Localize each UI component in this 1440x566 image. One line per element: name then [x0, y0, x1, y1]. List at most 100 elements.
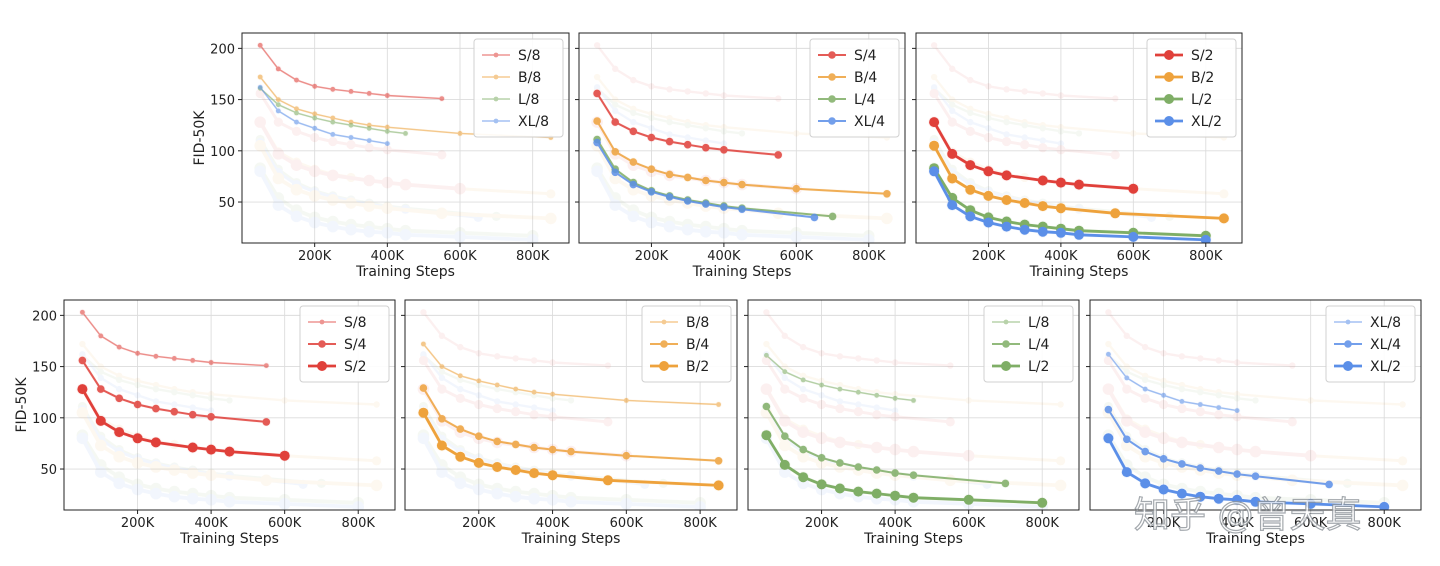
legend-marker — [1001, 361, 1011, 371]
line-B-8 — [422, 343, 719, 406]
legend-label: XL/4 — [1370, 337, 1401, 353]
ghost-point — [694, 497, 706, 509]
ghost-point — [591, 162, 603, 175]
ghost-point — [492, 403, 502, 414]
ghost-point — [454, 182, 466, 195]
ghost-point — [278, 498, 291, 510]
ghost-point — [545, 212, 557, 225]
ghost-point — [526, 234, 539, 243]
ghost-point — [308, 190, 321, 202]
point-L-8 — [911, 398, 916, 403]
ghost-point — [188, 466, 198, 476]
ghost-point — [454, 231, 466, 243]
ghost-point — [620, 498, 633, 510]
ghost-point — [1110, 150, 1120, 160]
point-XL-2 — [1140, 478, 1151, 489]
ghost-point — [381, 226, 394, 239]
point-L-2 — [890, 490, 901, 501]
ghost-point — [694, 501, 706, 510]
legend-marker — [1344, 340, 1352, 348]
x-axis-label: Training Steps — [1029, 264, 1129, 280]
ghost-point — [454, 226, 466, 239]
ghost-point — [603, 417, 613, 427]
point-XL-8 — [1161, 392, 1166, 398]
point-S-2 — [279, 450, 290, 461]
ghost-line-S/2 — [764, 388, 969, 458]
ghost-point — [890, 444, 900, 455]
legend-item-XL-4 — [818, 117, 846, 125]
point-B-4 — [611, 148, 619, 156]
point-B-2 — [1001, 195, 1012, 205]
ghost-line-L/2 — [258, 167, 533, 238]
ghost-point — [702, 137, 709, 144]
point-B-4 — [567, 447, 575, 456]
point-S-4 — [262, 418, 271, 426]
ghost-line-XL/8 — [596, 86, 725, 145]
axes-frame — [578, 32, 906, 244]
legend-item-B-2 — [1155, 72, 1183, 82]
point-XL-2 — [965, 211, 976, 222]
legend-item-S-2 — [308, 361, 336, 371]
ghost-point — [1039, 125, 1046, 132]
legend-marker — [1164, 94, 1174, 104]
point-B-8 — [494, 382, 500, 388]
point-B-8 — [294, 106, 299, 112]
ghost-point — [720, 92, 728, 99]
point-XL-2 — [1103, 433, 1114, 444]
ghost-point — [1158, 431, 1169, 441]
ghost-point — [593, 73, 601, 81]
ghost-point — [436, 466, 448, 478]
legend-label: B/8 — [518, 70, 541, 86]
point-L-4 — [891, 469, 899, 477]
ghost-point — [291, 180, 302, 190]
point-S-8 — [263, 363, 269, 368]
legend-item-XL-4 — [1334, 340, 1362, 348]
ghost-point — [1130, 130, 1137, 137]
ghost-point — [272, 148, 285, 160]
ghost-point — [663, 215, 676, 228]
ghost-point — [363, 225, 375, 238]
ghost-point — [645, 216, 658, 229]
ghost-point — [793, 130, 800, 137]
ghost-point — [113, 471, 125, 484]
ghost-point — [549, 395, 556, 402]
point-B-8 — [330, 115, 336, 121]
ghost-point — [1158, 399, 1169, 410]
ghost-point — [381, 202, 394, 214]
chart-panel-2: 200K 400K 600K 800K Training Steps S/4 B/4 L/4 X… — [575, 32, 906, 280]
legend-item-S-8 — [482, 52, 510, 58]
point-S-4 — [115, 394, 123, 403]
point-B-4 — [665, 170, 674, 179]
point-S-8 — [257, 42, 263, 48]
legend-marker — [493, 96, 499, 102]
point-L-2 — [779, 459, 790, 470]
ghost-point — [1160, 381, 1167, 389]
ghost-point — [778, 439, 791, 452]
ghost-point — [272, 199, 285, 211]
ghost-point — [778, 415, 791, 427]
x-tick-label: 200K — [972, 249, 1006, 264]
y-tick-label: 100 — [210, 145, 235, 160]
legend-label: B/8 — [686, 315, 709, 331]
ghost-point — [400, 203, 411, 213]
point-S-4 — [774, 151, 782, 159]
series-XL-8 — [1106, 351, 1240, 413]
chart-panel-5: 200K 400K 600K 800K Training Steps B/8 B/4 B/2 — [401, 299, 738, 547]
ghost-point — [907, 445, 920, 458]
point-XL-2 — [1250, 496, 1261, 507]
ghost-point — [699, 220, 712, 233]
ghost-point — [1398, 456, 1408, 466]
legend-label: L/4 — [1028, 337, 1050, 353]
ghost-point — [290, 204, 303, 217]
ghost-point — [372, 456, 382, 466]
point-S-2 — [114, 427, 125, 438]
line-B-2 — [932, 145, 1224, 220]
legend-label: B/2 — [686, 359, 709, 375]
ghost-point — [94, 439, 107, 452]
point-L-8 — [874, 392, 880, 398]
legend-label: B/4 — [854, 70, 877, 86]
point-B-4 — [593, 117, 601, 125]
ghost-point — [593, 85, 601, 92]
series-S-2 — [929, 117, 1139, 194]
point-L-2 — [798, 472, 809, 483]
